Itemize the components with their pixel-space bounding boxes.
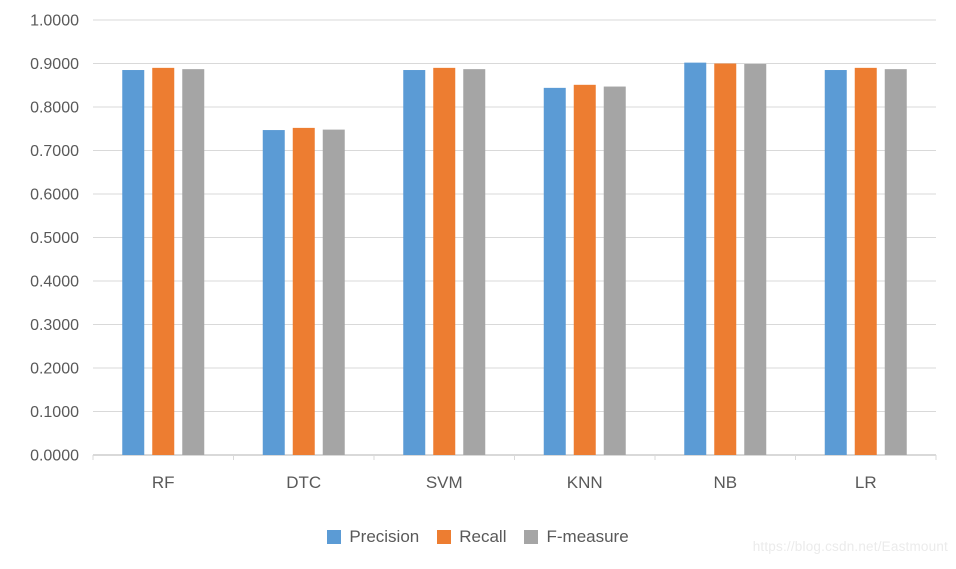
y-tick-label: 0.0000 xyxy=(30,448,79,465)
bar-recall-lr xyxy=(854,67,877,455)
y-tick-label: 0.9000 xyxy=(30,56,79,73)
chart-legend: Precision Recall F-measure xyxy=(0,527,956,547)
legend-label: F-measure xyxy=(546,527,629,546)
y-tick-label: 0.8000 xyxy=(30,100,79,117)
x-category-label: SVM xyxy=(426,473,463,492)
x-category-label: DTC xyxy=(286,473,321,492)
legend-label: Precision xyxy=(349,527,420,546)
bar-recall-dtc xyxy=(292,127,315,455)
bar-f-measure-lr xyxy=(884,69,907,455)
legend-label: Recall xyxy=(459,527,507,546)
bar-precision-lr xyxy=(824,70,847,456)
legend-item-precision: Precision xyxy=(327,527,419,547)
bar-f-measure-svm xyxy=(463,69,486,455)
legend-item-f-measure: F-measure xyxy=(524,527,629,547)
bar-precision-dtc xyxy=(262,130,285,455)
x-category-label: NB xyxy=(713,473,737,492)
legend-swatch-icon xyxy=(437,530,452,544)
y-tick-label: 0.1000 xyxy=(30,404,79,421)
bar-recall-knn xyxy=(573,84,596,455)
bar-recall-rf xyxy=(152,67,175,455)
bar-precision-knn xyxy=(543,87,566,456)
bar-precision-rf xyxy=(122,70,145,456)
y-tick-label: 0.3000 xyxy=(30,317,79,334)
legend-swatch-icon xyxy=(524,530,539,544)
legend-swatch-icon xyxy=(327,530,342,544)
bar-precision-svm xyxy=(403,70,426,456)
y-tick-label: 0.6000 xyxy=(30,187,79,204)
y-tick-label: 0.7000 xyxy=(30,143,79,160)
bar-chart-plot-area: 0.0000 0.1000 0.2000 0.3000 0.4000 0.5000 0.60… xyxy=(30,13,937,492)
bar-recall-svm xyxy=(433,67,456,455)
watermark: https://blog.csdn.net/Eastmount xyxy=(752,539,948,554)
x-category-label: KNN xyxy=(567,473,603,492)
bar-precision-nb xyxy=(684,62,707,455)
bar-f-measure-nb xyxy=(744,63,767,456)
y-tick-label: 0.2000 xyxy=(30,361,79,378)
x-category-label: RF xyxy=(152,473,175,492)
bar-f-measure-dtc xyxy=(322,129,345,455)
x-category-label: LR xyxy=(855,473,877,492)
y-tick-label: 0.4000 xyxy=(30,274,79,291)
legend-item-recall: Recall xyxy=(437,527,506,547)
bar-f-measure-knn xyxy=(603,86,626,456)
y-tick-label: 1.0000 xyxy=(30,13,79,30)
bar-recall-nb xyxy=(714,63,737,455)
bar-f-measure-rf xyxy=(182,69,205,455)
y-tick-label: 0.5000 xyxy=(30,230,79,247)
